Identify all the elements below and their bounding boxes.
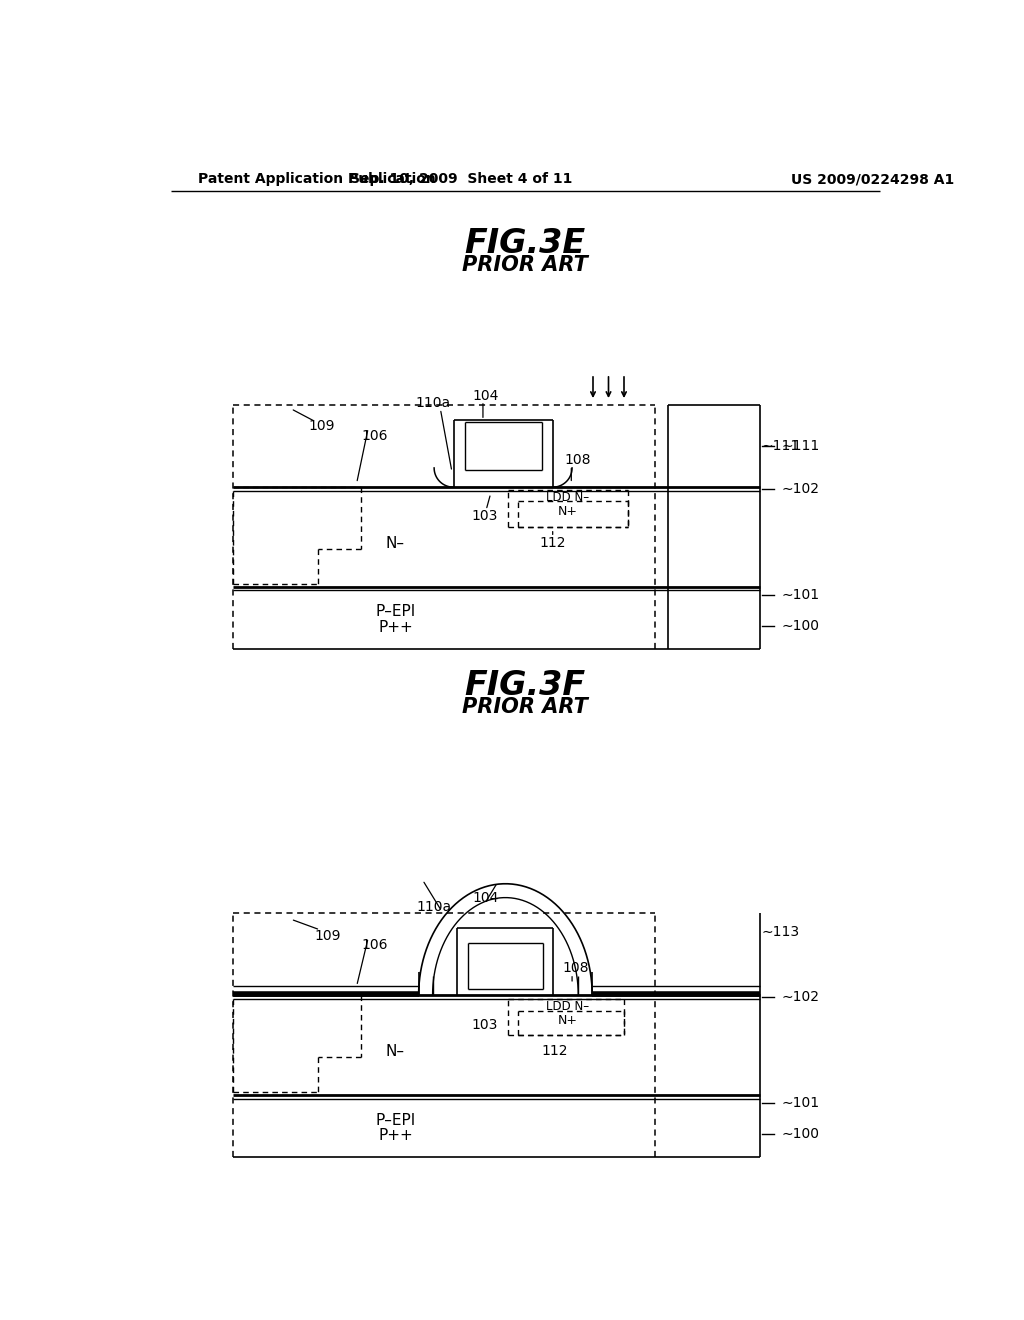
Text: ∼100: ∼100: [781, 619, 819, 632]
Text: ∼101: ∼101: [781, 587, 819, 602]
Text: 110a: 110a: [417, 900, 452, 913]
Text: P–EPI: P–EPI: [375, 1113, 416, 1127]
Text: 108: 108: [563, 961, 589, 975]
Text: US 2009/0224298 A1: US 2009/0224298 A1: [791, 172, 954, 186]
Text: FIG.3F: FIG.3F: [464, 669, 586, 702]
Text: LDD N–: LDD N–: [546, 491, 589, 504]
Text: ∼102: ∼102: [781, 990, 819, 1005]
Text: Patent Application Publication: Patent Application Publication: [198, 172, 435, 186]
Text: ∼111: ∼111: [781, 440, 819, 453]
Text: 112: 112: [541, 1044, 567, 1057]
Text: 109: 109: [308, 420, 335, 433]
Text: ∼102: ∼102: [781, 482, 819, 496]
Text: 106: 106: [361, 939, 388, 952]
Text: 112: 112: [540, 536, 566, 549]
Text: N–: N–: [386, 1044, 404, 1059]
Text: N–: N–: [386, 536, 404, 550]
Text: PRIOR ART: PRIOR ART: [462, 697, 588, 717]
Text: P–EPI: P–EPI: [375, 605, 416, 619]
Text: ∼101: ∼101: [781, 1096, 819, 1110]
Text: 103: 103: [471, 510, 498, 524]
Text: 103: 103: [471, 1018, 498, 1032]
Text: 104: 104: [473, 388, 500, 403]
Text: FIG.3E: FIG.3E: [464, 227, 586, 260]
Text: 108: 108: [564, 453, 591, 467]
Text: PRIOR ART: PRIOR ART: [462, 255, 588, 275]
Text: Sep. 10, 2009  Sheet 4 of 11: Sep. 10, 2009 Sheet 4 of 11: [350, 172, 572, 186]
Text: P++: P++: [378, 1129, 413, 1143]
Text: 106: 106: [361, 429, 388, 442]
Text: N+: N+: [557, 1014, 578, 1027]
Text: N+: N+: [557, 504, 578, 517]
Text: 109: 109: [314, 929, 341, 942]
Text: ∼111: ∼111: [762, 440, 800, 453]
Text: 110a: 110a: [415, 396, 451, 411]
Text: LDD N–: LDD N–: [546, 1001, 589, 1014]
Text: 104: 104: [473, 891, 500, 904]
Text: P++: P++: [378, 620, 413, 635]
Text: ∼113: ∼113: [762, 925, 800, 940]
Text: ∼100: ∼100: [781, 1127, 819, 1140]
